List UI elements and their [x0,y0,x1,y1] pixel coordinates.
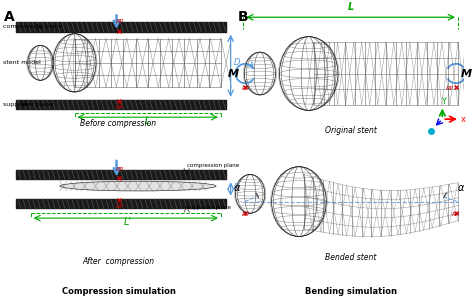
Text: Bending simulation: Bending simulation [305,287,397,296]
Text: RP: RP [115,204,124,209]
Text: M: M [461,69,472,79]
Text: Original stent: Original stent [325,126,376,135]
Text: L: L [145,116,150,126]
Text: B: B [237,11,248,24]
Text: compression plane: compression plane [187,163,239,168]
Text: L: L [347,2,354,12]
Text: D: D [234,183,239,189]
Text: α: α [458,183,465,193]
Text: Bended stent: Bended stent [325,253,376,262]
Text: α: α [234,183,240,193]
Text: RP: RP [242,86,250,91]
Text: stent model: stent model [3,60,41,65]
Text: After  compression: After compression [82,257,155,266]
Text: supporter plane: supporter plane [187,205,231,210]
Text: compression plane: compression plane [3,24,63,29]
Text: RP: RP [242,212,250,217]
Ellipse shape [60,181,216,191]
Text: RP: RP [452,212,460,217]
Text: A: A [4,11,15,24]
Text: RP: RP [446,86,454,91]
Text: Compression simulation: Compression simulation [62,287,175,296]
Text: RP: RP [115,105,124,110]
Text: RP: RP [115,19,124,24]
Text: M: M [228,69,238,79]
Text: x: x [461,115,466,124]
Text: supporter plane: supporter plane [3,102,54,107]
Text: Before compression: Before compression [81,119,156,129]
Text: D: D [234,58,240,67]
Text: Y: Y [441,97,446,106]
Text: L': L' [124,217,132,227]
Text: RP: RP [115,166,124,172]
